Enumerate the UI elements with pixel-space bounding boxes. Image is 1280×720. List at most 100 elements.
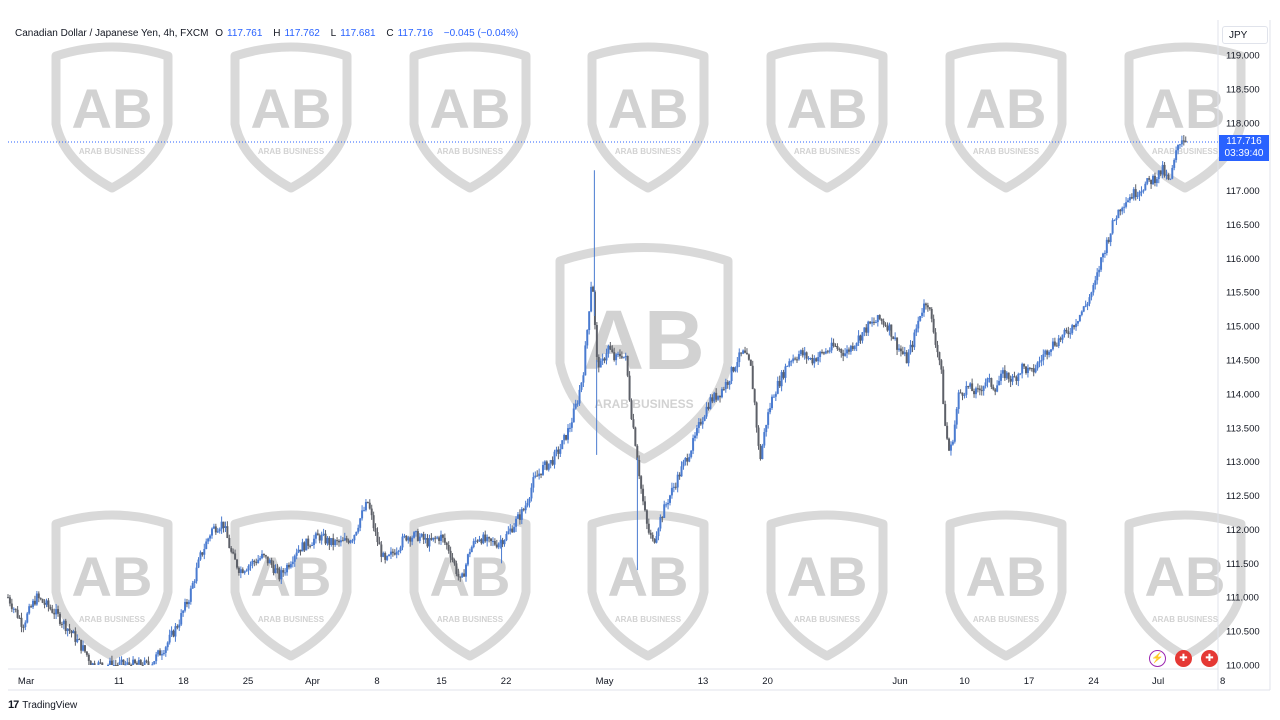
candle-body[interactable] [303,542,306,551]
candle-body[interactable] [1094,280,1097,286]
candle-body[interactable] [428,538,431,547]
candle-body[interactable] [861,332,864,341]
candle-body[interactable] [301,542,304,552]
candle-body[interactable] [967,385,970,387]
candle-body[interactable] [853,346,856,350]
candle-body[interactable] [811,358,814,364]
candle-body[interactable] [193,581,196,584]
candle-body[interactable] [851,345,854,350]
candle-body[interactable] [903,352,906,354]
candle-body[interactable] [274,568,277,573]
candle-body[interactable] [453,559,456,564]
candle-body[interactable] [919,315,922,321]
candle-body[interactable] [134,659,137,664]
candle-body[interactable] [953,424,956,442]
candle-body[interactable] [439,534,442,541]
candle-body[interactable] [176,626,179,628]
candle-body[interactable] [191,583,194,589]
candle-body[interactable] [911,344,914,348]
candle-body[interactable] [755,402,758,428]
candle-body[interactable] [840,349,843,353]
candle-body[interactable] [124,664,127,666]
candle-body[interactable] [763,432,766,446]
candle-body[interactable] [740,352,743,354]
candle-body[interactable] [682,461,685,467]
candle-body[interactable] [1053,341,1056,346]
candle-body[interactable] [516,514,519,519]
candle-body[interactable] [849,345,852,352]
candle-body[interactable] [1128,197,1131,201]
candle-body[interactable] [70,630,73,634]
candle-body[interactable] [711,397,714,402]
candle-body[interactable] [992,386,995,390]
candle-body[interactable] [145,660,148,662]
candle-body[interactable] [24,622,27,628]
candle-body[interactable] [461,573,464,578]
candle-body[interactable] [216,531,219,533]
candle-body[interactable] [1082,306,1085,312]
candle-body[interactable] [568,427,571,429]
candle-body[interactable] [1005,372,1008,379]
candle-body[interactable] [251,560,254,565]
candle-body[interactable] [955,408,958,425]
candle-body[interactable] [1146,178,1149,184]
candle-body[interactable] [1138,191,1141,196]
candle-body[interactable] [466,554,469,565]
candle-body[interactable] [632,419,635,428]
candle-body[interactable] [1130,197,1133,199]
candle-body[interactable] [976,388,979,390]
candle-body[interactable] [168,634,171,643]
candle-body[interactable] [501,540,504,545]
candle-body[interactable] [1167,174,1170,180]
candle-body[interactable] [1084,305,1087,307]
candle-body[interactable] [930,308,933,319]
candle-body[interactable] [28,606,31,614]
candle-body[interactable] [942,369,945,405]
candle-body[interactable] [978,388,981,391]
candle-body[interactable] [243,571,246,573]
candle-body[interactable] [407,537,410,541]
candle-body[interactable] [844,353,847,356]
candle-body[interactable] [57,609,60,614]
candle-body[interactable] [18,617,21,619]
candle-body[interactable] [386,555,389,560]
candle-body[interactable] [832,342,835,346]
candle-body[interactable] [355,531,358,536]
candle-body[interactable] [1040,360,1043,362]
candle-body[interactable] [361,510,364,519]
candle-body[interactable] [618,353,621,357]
candle-body[interactable] [162,652,165,655]
candle-body[interactable] [388,554,391,556]
candle-body[interactable] [1009,378,1012,382]
candle-body[interactable] [524,505,527,511]
candle-body[interactable] [678,474,681,477]
candle-body[interactable] [570,422,573,428]
candle-body[interactable] [132,659,135,665]
candle-body[interactable] [822,352,825,354]
candle-body[interactable] [784,366,787,378]
candle-body[interactable] [1171,167,1174,179]
candle-body[interactable] [268,560,271,564]
candle-body[interactable] [8,597,11,604]
candle-body[interactable] [457,574,460,577]
candle-body[interactable] [93,663,96,665]
candle-body[interactable] [938,352,941,361]
candle-body[interactable] [634,427,637,446]
candle-body[interactable] [276,568,279,570]
candle-body[interactable] [1015,377,1018,382]
candle-body[interactable] [511,528,514,533]
candle-body[interactable] [1021,363,1024,374]
candle-body[interactable] [445,542,448,545]
candle-body[interactable] [234,553,237,560]
candle-body[interactable] [692,438,695,451]
candle-body[interactable] [684,458,687,462]
candle-body[interactable] [830,342,833,351]
candle-body[interactable] [468,552,471,555]
candle-body[interactable] [601,358,604,361]
candle-body[interactable] [574,403,577,409]
candle-body[interactable] [665,504,668,506]
candle-body[interactable] [160,654,163,656]
candle-body[interactable] [226,526,229,539]
candle-body[interactable] [957,392,960,409]
candle-body[interactable] [946,425,949,439]
